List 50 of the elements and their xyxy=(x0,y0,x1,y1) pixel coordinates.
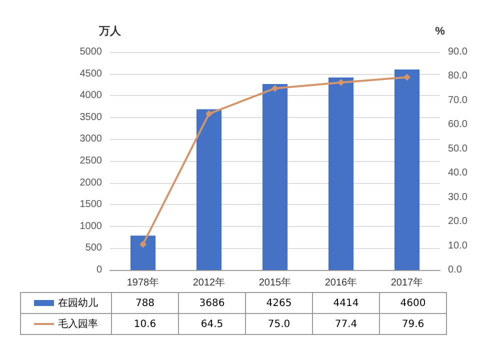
y-tick-label: 4000 xyxy=(80,90,102,102)
y2-tick-label: 70.0 xyxy=(448,94,468,106)
y2-tick-label: 60.0 xyxy=(448,119,468,130)
y2-axis-title: % xyxy=(435,26,446,38)
y-axis-title: 万人 xyxy=(98,26,122,38)
bar xyxy=(130,236,156,270)
y2-tick-label: 40.0 xyxy=(448,168,468,179)
point xyxy=(206,110,212,118)
data-label: 10.6 xyxy=(112,314,178,334)
y-tick-label: 2500 xyxy=(80,156,102,166)
data-label: 64.5 xyxy=(178,314,246,334)
y2-tick-label: 80.0 xyxy=(448,70,468,82)
x-tick-label: 2016年 xyxy=(324,276,358,288)
point xyxy=(338,79,344,86)
y2-tick-label: 50.0 xyxy=(448,143,468,154)
y2-tick-label: 0.0 xyxy=(448,264,462,276)
data-label: 4600 xyxy=(380,292,446,314)
point xyxy=(140,240,146,248)
y-tick-label: 2000 xyxy=(80,177,102,188)
data-label: 79.6 xyxy=(380,314,446,334)
y2-tick-label: 10.0 xyxy=(448,240,468,252)
y-tick-label: 3000 xyxy=(80,134,102,145)
x-tick-label: 1978年 xyxy=(126,276,160,288)
y2-tick-label: 90.0 xyxy=(448,46,468,58)
point xyxy=(404,74,410,81)
y2-tick-label: 30.0 xyxy=(448,192,468,203)
y-tick-label: 4500 xyxy=(80,68,102,80)
point xyxy=(272,84,278,92)
bar xyxy=(394,69,420,270)
legend-label: 在园幼儿 xyxy=(20,292,112,314)
bar xyxy=(328,78,354,270)
x-tick-label: 2017年 xyxy=(390,276,424,288)
y-tick-label: 5000 xyxy=(80,46,102,58)
y-tick-label: 0 xyxy=(96,264,102,276)
data-label: 75.0 xyxy=(246,314,312,334)
data-label: 4265 xyxy=(246,292,312,314)
y-tick-label: 500 xyxy=(85,242,102,254)
data-label: 3686 xyxy=(178,292,246,314)
legend-label: 毛入园率 xyxy=(20,314,112,334)
y-tick-label: 1000 xyxy=(80,220,102,232)
bar xyxy=(262,84,288,270)
y-tick-label: 3500 xyxy=(80,112,102,123)
bar xyxy=(196,109,222,270)
y2-tick-label: 20.0 xyxy=(448,216,468,228)
y-tick-label: 1500 xyxy=(80,199,102,210)
x-tick-label: 2015年 xyxy=(258,276,292,288)
x-tick-label: 2012年 xyxy=(192,276,226,288)
data-label: 788 xyxy=(112,292,178,314)
data-label: 77.4 xyxy=(312,314,380,334)
data-label: 4414 xyxy=(312,292,380,314)
